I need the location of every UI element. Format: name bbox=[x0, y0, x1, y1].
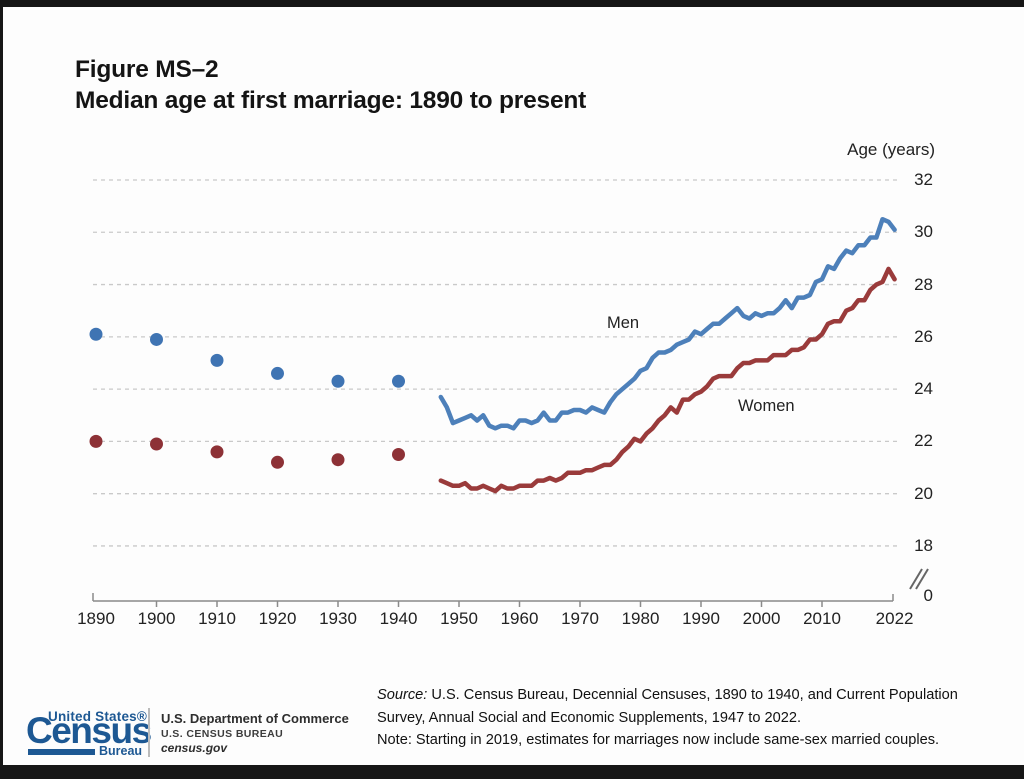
source-line-1: Source: U.S. Census Bureau, Decennial Ce… bbox=[377, 684, 958, 707]
x-axis-tick-label: 1930 bbox=[319, 609, 357, 628]
source-text: U.S. Census Bureau, Decennial Censuses, … bbox=[427, 687, 958, 703]
data-point-women bbox=[392, 447, 405, 461]
data-point-women bbox=[271, 455, 284, 469]
y-axis-title: Age (years) bbox=[847, 140, 935, 159]
data-point-men bbox=[89, 327, 103, 341]
data-point-men bbox=[271, 366, 284, 380]
logo-website-text: census.gov bbox=[161, 741, 228, 755]
x-axis-tick-label: 1970 bbox=[561, 609, 599, 628]
x-axis-tick-label: 2010 bbox=[803, 609, 841, 628]
x-axis-tick-label: 1910 bbox=[198, 609, 236, 628]
logo-underline-bar bbox=[28, 749, 95, 755]
figure-title: Median age at first marriage: 1890 to pr… bbox=[75, 87, 587, 114]
page-title: Figure MS–2 Median age at first marriage… bbox=[75, 54, 586, 116]
x-axis-tick-label: 1920 bbox=[258, 609, 297, 628]
x-axis-tick-label: 2000 bbox=[742, 609, 781, 628]
y-axis-tick-label: 32 bbox=[914, 170, 933, 189]
x-axis-tick-label: 1940 bbox=[379, 609, 418, 628]
logo-census-wordmark: Census bbox=[26, 710, 152, 751]
logo-department-text: U.S. Department of Commerce bbox=[161, 711, 349, 726]
y-axis-tick-label: 20 bbox=[914, 483, 933, 503]
axis-break-mark bbox=[915, 568, 929, 590]
x-axis-tick-label: 1900 bbox=[137, 609, 176, 628]
y-axis-tick-label: 30 bbox=[914, 222, 933, 242]
data-point-women bbox=[210, 445, 224, 459]
x-axis-tick-label: 1990 bbox=[682, 609, 720, 628]
logo-united-states-text: United States® bbox=[48, 709, 148, 724]
figure-number: Figure MS–2 bbox=[75, 56, 219, 83]
data-point-women bbox=[331, 453, 345, 467]
data-point-men bbox=[210, 353, 224, 367]
data-point-men bbox=[392, 374, 405, 388]
data-point-men bbox=[331, 374, 345, 388]
x-axis-tick-label: 1960 bbox=[500, 609, 539, 628]
logo-divider bbox=[148, 708, 150, 757]
left-border-bar bbox=[0, 0, 3, 779]
women-series-label: Women bbox=[738, 397, 795, 415]
bottom-border-bar bbox=[0, 765, 1024, 779]
data-point-women bbox=[89, 434, 103, 448]
y-axis-tick-label: 22 bbox=[914, 431, 933, 451]
y-axis-tick-label: 18 bbox=[914, 535, 933, 555]
x-axis-tick-label: 2022 bbox=[875, 609, 914, 628]
source-label: Source: bbox=[377, 687, 428, 703]
x-axis-tick-label: 1890 bbox=[77, 609, 115, 628]
men-series-label: Men bbox=[607, 314, 640, 332]
top-border-bar bbox=[0, 0, 1024, 7]
logo-bureau-caps-text: U.S. CENSUS BUREAU bbox=[161, 728, 284, 740]
axis-break-mark bbox=[909, 568, 923, 590]
y-axis-tick-label: 26 bbox=[914, 326, 933, 346]
y-axis-zero-label: 0 bbox=[923, 586, 933, 605]
data-point-men bbox=[150, 332, 163, 346]
x-axis-tick-label: 1980 bbox=[621, 609, 660, 628]
x-axis-tick-label: 1950 bbox=[440, 609, 478, 628]
source-line-2: Survey, Annual Social and Economic Suppl… bbox=[377, 709, 802, 726]
source-note: Source: U.S. Census Bureau, Decennial Ce… bbox=[377, 684, 958, 752]
y-axis-tick-label: 28 bbox=[914, 274, 933, 294]
logo-bureau-text: Bureau bbox=[99, 744, 143, 758]
data-point-women bbox=[150, 437, 163, 451]
note-line: Note: Starting in 2019, estimates for ma… bbox=[377, 732, 940, 749]
series-line-men bbox=[438, 216, 897, 431]
series-line-women bbox=[438, 266, 897, 494]
y-axis-tick-label: 24 bbox=[914, 379, 933, 399]
